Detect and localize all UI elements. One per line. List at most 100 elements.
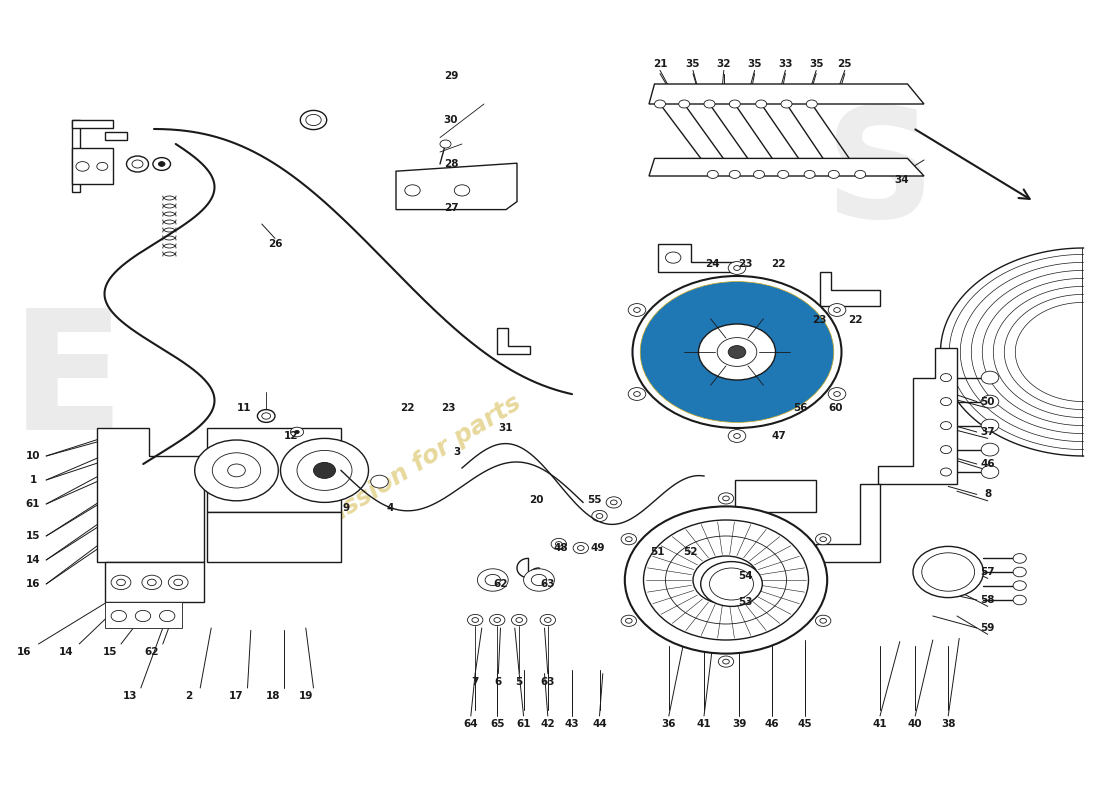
Text: 63: 63 <box>540 677 556 686</box>
Text: 25: 25 <box>837 59 852 69</box>
Text: 64: 64 <box>463 719 478 729</box>
Circle shape <box>195 440 278 501</box>
Circle shape <box>804 170 815 178</box>
Text: 15: 15 <box>25 531 41 541</box>
Circle shape <box>834 391 840 396</box>
Circle shape <box>153 158 170 170</box>
Text: 43: 43 <box>564 719 580 729</box>
Circle shape <box>781 100 792 108</box>
Text: 33: 33 <box>778 59 793 69</box>
Text: 20: 20 <box>529 495 544 505</box>
Circle shape <box>371 475 388 488</box>
Circle shape <box>297 450 352 490</box>
Text: 50: 50 <box>980 397 996 406</box>
Text: 48: 48 <box>553 543 569 553</box>
Circle shape <box>440 140 451 148</box>
Text: 22: 22 <box>771 259 786 269</box>
Polygon shape <box>72 120 113 128</box>
Circle shape <box>778 170 789 178</box>
Circle shape <box>1013 567 1026 577</box>
Circle shape <box>716 573 747 595</box>
Circle shape <box>228 464 245 477</box>
Circle shape <box>710 568 754 600</box>
Circle shape <box>806 100 817 108</box>
Circle shape <box>1013 581 1026 590</box>
Circle shape <box>723 659 729 664</box>
Circle shape <box>147 579 156 586</box>
Polygon shape <box>658 244 737 272</box>
Circle shape <box>76 162 89 171</box>
Circle shape <box>314 462 336 478</box>
Text: 18: 18 <box>265 691 280 701</box>
Text: 7: 7 <box>472 677 478 686</box>
Text: 47: 47 <box>771 431 786 441</box>
Circle shape <box>126 156 148 172</box>
Polygon shape <box>72 148 113 184</box>
Circle shape <box>280 438 368 502</box>
Circle shape <box>111 610 126 622</box>
Polygon shape <box>207 512 341 562</box>
Circle shape <box>490 614 505 626</box>
Text: 41: 41 <box>696 719 712 729</box>
Circle shape <box>729 100 740 108</box>
Circle shape <box>632 276 842 428</box>
Circle shape <box>828 387 846 400</box>
Circle shape <box>544 618 551 622</box>
Circle shape <box>649 288 825 416</box>
Circle shape <box>682 312 792 392</box>
Circle shape <box>693 556 759 604</box>
Circle shape <box>135 610 151 622</box>
Circle shape <box>922 553 975 591</box>
Text: 58: 58 <box>980 595 996 605</box>
Text: 2: 2 <box>186 691 192 701</box>
Polygon shape <box>104 132 126 140</box>
Circle shape <box>734 266 740 270</box>
Text: 1995: 1995 <box>630 551 734 633</box>
Circle shape <box>928 558 968 586</box>
Circle shape <box>640 282 834 422</box>
Circle shape <box>634 307 640 312</box>
Text: 62: 62 <box>144 647 159 657</box>
Circle shape <box>540 614 556 626</box>
Circle shape <box>728 430 746 442</box>
Text: 32: 32 <box>716 59 732 69</box>
Circle shape <box>524 569 554 591</box>
Text: 49: 49 <box>590 543 605 553</box>
Text: 31: 31 <box>498 423 514 433</box>
Polygon shape <box>735 480 816 512</box>
Circle shape <box>940 422 952 430</box>
Circle shape <box>300 110 327 130</box>
Text: 17: 17 <box>229 691 244 701</box>
Circle shape <box>596 514 603 518</box>
Text: 23: 23 <box>441 403 456 413</box>
Polygon shape <box>396 163 517 210</box>
Text: 4: 4 <box>387 503 394 513</box>
Text: passion for parts: passion for parts <box>310 390 526 538</box>
Circle shape <box>834 307 840 312</box>
Text: 24: 24 <box>705 259 720 269</box>
Polygon shape <box>649 84 924 104</box>
Text: 10: 10 <box>25 451 41 461</box>
Circle shape <box>940 468 952 476</box>
Circle shape <box>644 284 830 420</box>
Circle shape <box>820 537 826 542</box>
Circle shape <box>626 537 632 542</box>
Text: 63: 63 <box>540 579 556 589</box>
Circle shape <box>634 391 640 396</box>
Circle shape <box>621 534 637 545</box>
Circle shape <box>913 546 983 598</box>
Circle shape <box>728 262 746 274</box>
Circle shape <box>981 443 999 456</box>
Text: 34: 34 <box>894 175 910 185</box>
Text: 21: 21 <box>652 59 668 69</box>
Circle shape <box>718 493 734 504</box>
Text: 27: 27 <box>443 203 459 213</box>
Text: 61: 61 <box>25 499 41 509</box>
Text: 3: 3 <box>453 447 460 457</box>
Polygon shape <box>97 428 204 562</box>
Circle shape <box>551 538 566 550</box>
Text: 45: 45 <box>798 719 813 729</box>
Text: 65: 65 <box>490 719 505 729</box>
Text: 57: 57 <box>980 567 996 577</box>
Circle shape <box>828 170 839 178</box>
